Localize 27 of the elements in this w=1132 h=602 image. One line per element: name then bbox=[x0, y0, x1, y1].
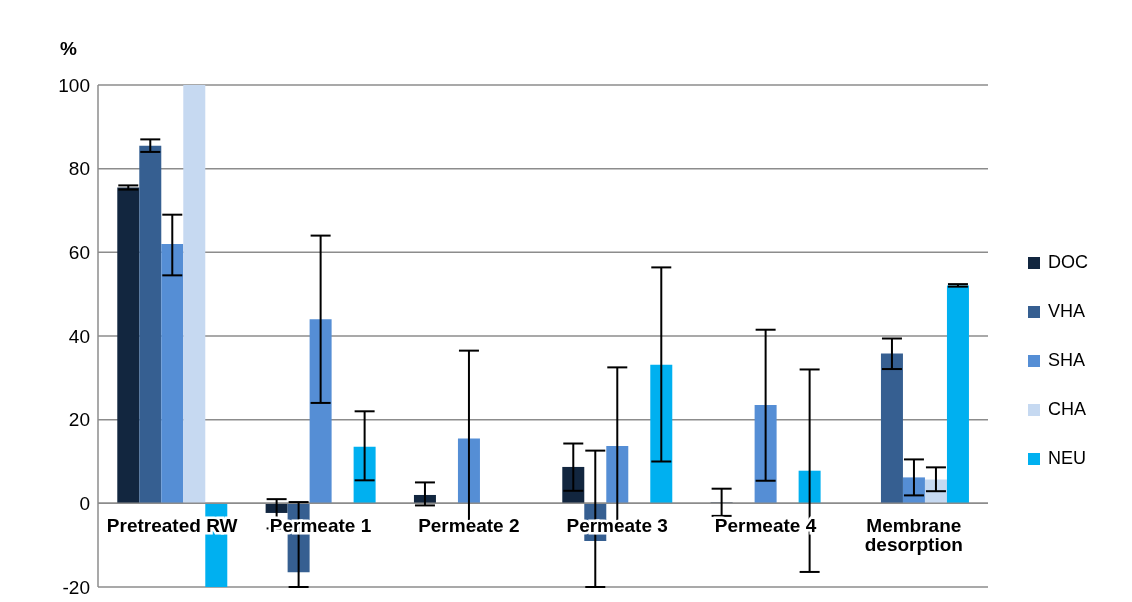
y-tick-label: 20 bbox=[68, 409, 90, 431]
bar bbox=[183, 85, 206, 504]
y-tick-label: 80 bbox=[68, 158, 90, 180]
bar bbox=[309, 319, 332, 504]
y-tick-label: 40 bbox=[68, 325, 90, 347]
legend-label: NEU bbox=[1048, 448, 1087, 469]
bar bbox=[139, 145, 162, 504]
bar bbox=[457, 438, 480, 504]
y-tick-label: 100 bbox=[58, 74, 90, 96]
bar bbox=[117, 187, 140, 504]
bar bbox=[606, 446, 629, 504]
bar bbox=[353, 446, 376, 504]
x-tick-label: Membrane desorption bbox=[864, 514, 963, 555]
bar bbox=[946, 285, 969, 504]
x-tick-label: Permeate 2 bbox=[418, 514, 520, 536]
legend-label: SHA bbox=[1048, 350, 1086, 371]
bar bbox=[161, 243, 184, 504]
y-tick-label: 60 bbox=[68, 242, 90, 264]
y-tick-label: -20 bbox=[62, 576, 90, 598]
bar bbox=[650, 364, 673, 504]
legend-label: CHA bbox=[1048, 399, 1087, 420]
bar bbox=[880, 353, 903, 504]
legend-label: VHA bbox=[1048, 301, 1086, 322]
y-axis-title: % bbox=[60, 38, 77, 60]
y-tick-label: 0 bbox=[79, 493, 90, 515]
bar bbox=[754, 405, 777, 504]
legend-label: DOC bbox=[1048, 252, 1088, 273]
